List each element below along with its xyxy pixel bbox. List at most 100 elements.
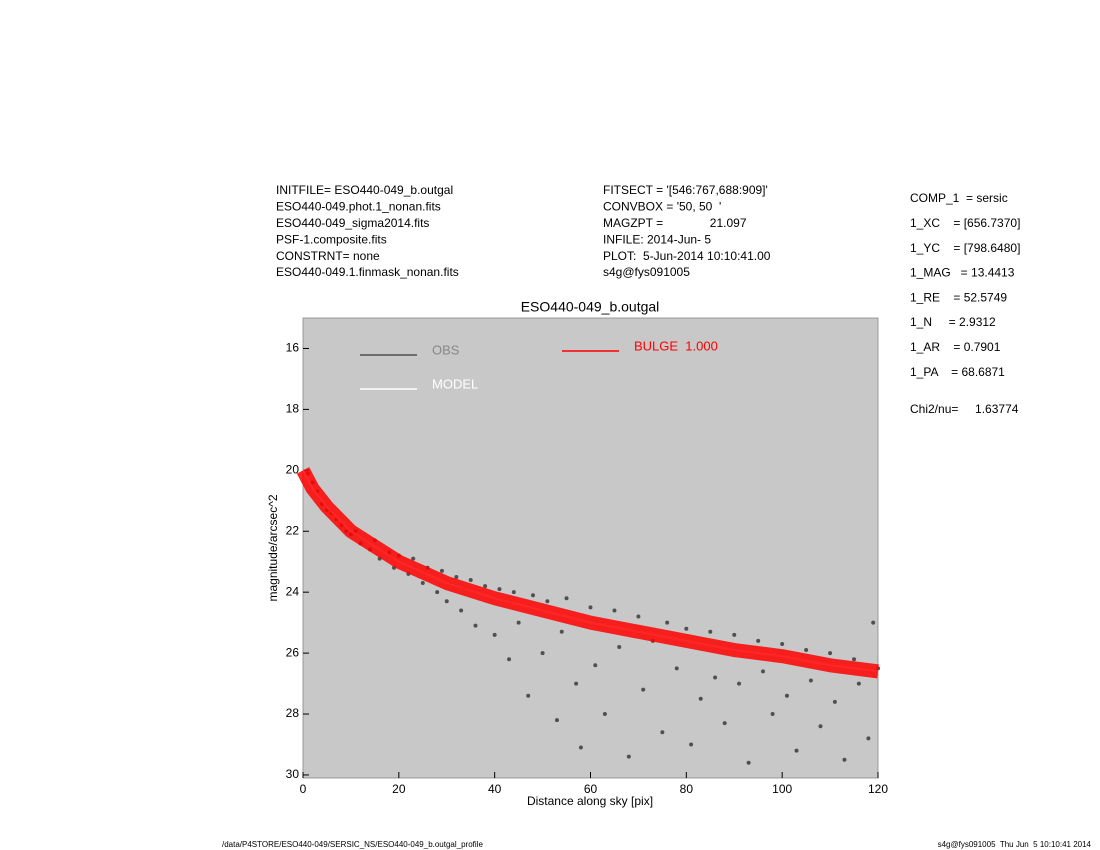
- obs-point: [842, 757, 847, 762]
- obs-point: [435, 590, 440, 595]
- legend-label: BULGE 1.000: [634, 338, 718, 353]
- obs-point: [564, 596, 569, 601]
- header-line: CONSTRNT= none: [276, 249, 380, 263]
- obs-point: [660, 730, 665, 735]
- obs-point: [468, 577, 473, 582]
- y-tick-label: 20: [286, 462, 300, 476]
- obs-point: [612, 608, 617, 613]
- obs-point: [439, 568, 444, 573]
- obs-point: [578, 745, 583, 750]
- obs-point: [784, 693, 789, 698]
- obs-point: [636, 614, 641, 619]
- x-tick-label: 0: [300, 782, 307, 796]
- obs-point: [871, 620, 876, 625]
- header-line: PSF-1.composite.fits: [276, 232, 387, 246]
- x-tick-label: 40: [488, 782, 502, 796]
- x-tick-label: 60: [584, 782, 598, 796]
- legend-label: MODEL: [432, 376, 478, 391]
- y-axis-label: magnitude/arcsec^2: [266, 494, 280, 601]
- param-line: 1_AR = 0.7901: [910, 340, 1001, 354]
- obs-point: [511, 590, 516, 595]
- header-line: MAGZPT = 21.097: [603, 216, 747, 230]
- obs-point: [454, 574, 459, 579]
- obs-point: [804, 648, 809, 653]
- obs-point: [856, 681, 861, 686]
- x-tick-label: 100: [772, 782, 792, 796]
- param-line: 1_PA = 68.6871: [910, 365, 1005, 379]
- obs-point: [540, 651, 545, 656]
- obs-point: [794, 748, 799, 753]
- legend-label: OBS: [432, 342, 460, 357]
- obs-point: [602, 712, 607, 717]
- obs-point: [832, 699, 837, 704]
- x-tick-label: 80: [680, 782, 694, 796]
- obs-point: [641, 687, 646, 692]
- header-line: ESO440-049.1.finmask_nonan.fits: [276, 265, 459, 279]
- header-line: CONVBOX = '50, 50 ': [603, 200, 721, 214]
- header-line: ESO440-049.phot.1_nonan.fits: [276, 200, 441, 214]
- obs-point: [617, 645, 622, 650]
- plot-area: [302, 317, 879, 779]
- param-line: 1_YC = [798.6480]: [910, 241, 1020, 255]
- obs-point: [852, 657, 857, 662]
- obs-point: [737, 681, 742, 686]
- x-tick-label: 20: [392, 782, 406, 796]
- obs-point: [507, 657, 512, 662]
- y-tick-label: 30: [286, 767, 300, 781]
- obs-point: [593, 663, 598, 668]
- footer-right: s4g@fys091005 Thu Jun 5 10:10:41 2014: [938, 840, 1092, 849]
- obs-point: [828, 651, 833, 656]
- obs-point: [420, 581, 425, 586]
- header-line: ESO440-049_sigma2014.fits: [276, 216, 429, 230]
- obs-point: [708, 629, 713, 634]
- obs-point: [473, 623, 478, 628]
- obs-point: [574, 681, 579, 686]
- x-axis-label: Distance along sky [pix]: [527, 794, 653, 808]
- x-tick-label: 120: [868, 782, 888, 796]
- obs-point: [588, 605, 593, 610]
- obs-point: [770, 712, 775, 717]
- y-tick-label: 18: [286, 402, 300, 416]
- obs-point: [516, 620, 521, 625]
- profile-line: [296, 467, 879, 679]
- obs-point: [492, 632, 497, 637]
- obs-point: [526, 693, 531, 698]
- y-tick-label: 28: [286, 706, 300, 720]
- obs-point: [689, 742, 694, 747]
- y-tick-label: 22: [286, 523, 300, 537]
- obs-point: [531, 593, 535, 598]
- obs-point: [746, 760, 751, 765]
- obs-point: [780, 641, 785, 646]
- y-tick-label: 24: [286, 584, 300, 598]
- obs-point: [545, 599, 550, 604]
- obs-point: [756, 638, 761, 643]
- obs-point: [698, 696, 703, 701]
- param-line: 1_MAG = 13.4413: [910, 266, 1015, 280]
- obs-point: [459, 608, 464, 613]
- obs-point: [626, 754, 631, 759]
- obs-point: [483, 584, 488, 589]
- obs-point: [808, 678, 813, 683]
- header-line: INITFILE= ESO440-049_b.outgal: [276, 183, 453, 197]
- obs-point: [665, 620, 670, 625]
- obs-point: [761, 669, 765, 674]
- obs-point: [713, 675, 718, 680]
- obs-point: [674, 666, 679, 671]
- param-line: COMP_1 = sersic: [910, 191, 1008, 205]
- chart-title: ESO440-049_b.outgal: [521, 299, 660, 315]
- header-line: FITSECT = '[546:767,688:909]': [603, 183, 768, 197]
- y-tick-label: 26: [286, 645, 300, 659]
- header-line: PLOT: 5-Jun-2014 10:10:41.00: [603, 249, 771, 263]
- obs-point: [684, 626, 689, 631]
- param-line: 1_N = 2.9312: [910, 315, 996, 329]
- chi2: Chi2/nu= 1.63774: [910, 402, 1019, 416]
- header-line: INFILE: 2014-Jun- 5: [603, 232, 711, 246]
- obs-point: [554, 718, 559, 723]
- obs-point: [497, 587, 502, 592]
- header-line: s4g@fys091005: [603, 265, 690, 279]
- obs-point: [411, 556, 416, 561]
- param-line: 1_XC = [656.7370]: [910, 216, 1020, 230]
- param-line: 1_RE = 52.5749: [910, 290, 1007, 304]
- y-tick-label: 16: [286, 341, 300, 355]
